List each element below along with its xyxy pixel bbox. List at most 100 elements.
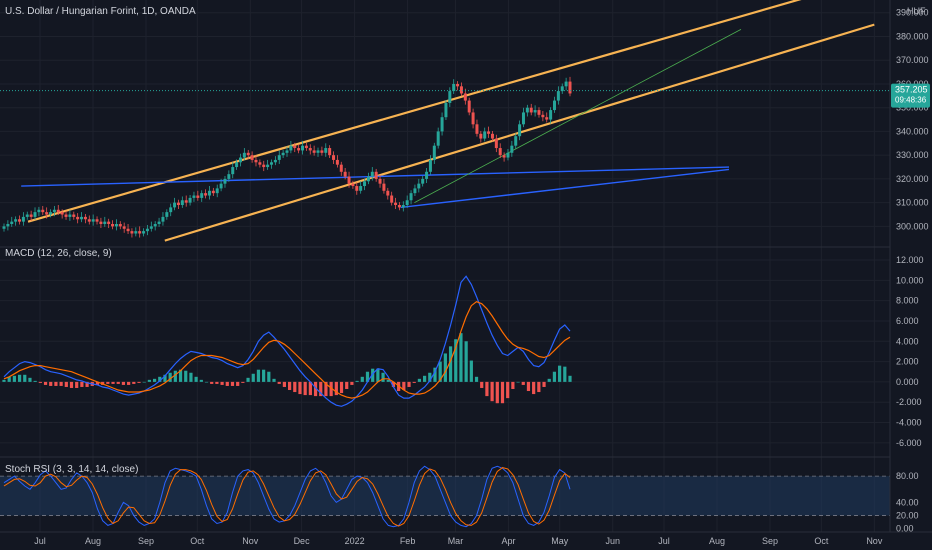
macd-hist-bar xyxy=(324,381,328,397)
x-tick-label: Nov xyxy=(866,536,883,546)
stoch-axis[interactable]: 80.00 40.00 20.00 0.00 xyxy=(896,471,919,534)
candles[interactable] xyxy=(2,76,572,238)
stoch-title[interactable]: Stoch RSI (3, 3, 14, 14, close) xyxy=(5,464,138,475)
macd-hist-bar xyxy=(272,378,276,382)
y-tick-label: -4.000 xyxy=(896,418,922,428)
x-tick-label: Sep xyxy=(138,536,154,546)
candle xyxy=(80,216,84,220)
trend-green-line[interactable] xyxy=(414,29,742,203)
macd-hist-bar xyxy=(116,381,120,384)
candle xyxy=(33,212,37,217)
candle xyxy=(95,219,99,222)
y-tick-label: 12.000 xyxy=(896,255,924,265)
macd-hist-bar xyxy=(313,381,318,397)
trend-blue-2-line[interactable] xyxy=(400,168,730,209)
y-tick-label: -6.000 xyxy=(896,438,922,448)
macd-line xyxy=(3,275,571,407)
candle xyxy=(103,221,107,225)
candle xyxy=(56,209,60,213)
candle xyxy=(262,164,266,168)
macd-hist-bar xyxy=(75,381,79,388)
candle xyxy=(277,155,281,160)
macd-hist-bar xyxy=(184,370,188,382)
candle xyxy=(498,148,502,156)
macd-pane[interactable] xyxy=(0,259,890,444)
candle xyxy=(328,148,332,156)
x-tick-label: Jun xyxy=(605,536,620,546)
candle xyxy=(246,152,250,156)
macd-hist-bar xyxy=(7,376,11,382)
y-tick-label: 2.000 xyxy=(896,357,919,367)
candle xyxy=(184,200,188,203)
candle xyxy=(405,200,409,206)
macd-hist-bar xyxy=(111,381,115,384)
candle xyxy=(518,124,522,137)
y-tick-label: 370.000 xyxy=(896,55,929,65)
candle xyxy=(525,107,529,113)
macd-hist-bar xyxy=(241,381,245,383)
candle xyxy=(366,176,370,182)
symbol-title[interactable]: U.S. Dollar / Hungarian Forint, 1D, OAND… xyxy=(5,6,196,17)
candle xyxy=(320,150,324,153)
price-pane[interactable] xyxy=(0,0,890,532)
candle xyxy=(285,150,289,153)
candle xyxy=(560,86,564,92)
last-price-badge: 357.205 09:48:36 xyxy=(891,83,930,108)
macd-hist-bar xyxy=(438,361,442,382)
macd-hist-bar xyxy=(345,381,349,389)
macd-hist-bar xyxy=(95,381,100,385)
upper-channel-line[interactable] xyxy=(27,0,811,223)
macd-hist-bar xyxy=(277,381,281,384)
candle xyxy=(215,188,219,194)
candle xyxy=(76,216,80,220)
macd-hist-bar xyxy=(339,381,344,394)
macd-hist-bar xyxy=(236,381,240,386)
macd-hist-bar xyxy=(516,381,520,383)
candle xyxy=(114,224,118,227)
candle xyxy=(502,155,506,158)
candle xyxy=(382,183,386,191)
candle xyxy=(6,224,10,227)
x-tick-label: Oct xyxy=(190,536,205,546)
macd-title[interactable]: MACD (12, 26, close, 9) xyxy=(5,248,112,259)
candle xyxy=(343,171,347,177)
macd-hist-bar xyxy=(407,381,411,387)
macd-hist-bar xyxy=(178,369,183,382)
candle xyxy=(456,83,460,87)
candle xyxy=(37,209,41,213)
candle xyxy=(459,86,463,94)
macd-hist-bar xyxy=(204,381,209,383)
candle xyxy=(122,226,126,229)
stoch-rsi-pane[interactable] xyxy=(0,465,890,528)
candle xyxy=(72,214,76,217)
candle xyxy=(549,110,553,120)
candle xyxy=(370,171,374,177)
macd-hist-bar xyxy=(469,360,473,382)
stoch-k-line xyxy=(3,465,571,528)
candle xyxy=(223,178,227,184)
candle xyxy=(196,195,200,198)
macd-hist-bar xyxy=(474,376,479,382)
candle xyxy=(463,93,467,101)
candle xyxy=(49,212,53,215)
x-tick-label: Aug xyxy=(85,536,101,546)
candle xyxy=(413,188,417,194)
candle xyxy=(332,155,336,160)
candle xyxy=(235,162,239,168)
candle xyxy=(145,228,149,232)
time-axis[interactable]: Jul Aug Sep Oct Nov Dec 2022 Feb Mar Apr May Jun Jul… xyxy=(34,536,883,546)
candle xyxy=(10,221,14,225)
macd-hist-bar xyxy=(537,381,541,393)
candle xyxy=(378,178,382,184)
x-tick-label: Nov xyxy=(242,536,259,546)
x-tick-label: Feb xyxy=(400,536,416,546)
candle xyxy=(2,226,6,229)
macd-axis[interactable]: 12.000 10.000 8.000 6.000 4.000 2.000 0.000 -2.… xyxy=(896,255,924,448)
stoch-band xyxy=(0,476,890,516)
candle xyxy=(448,91,452,103)
y-tick-label: -2.000 xyxy=(896,397,922,407)
candle xyxy=(297,148,301,151)
candle xyxy=(432,145,436,160)
y-tick-label: 40.00 xyxy=(896,497,919,507)
